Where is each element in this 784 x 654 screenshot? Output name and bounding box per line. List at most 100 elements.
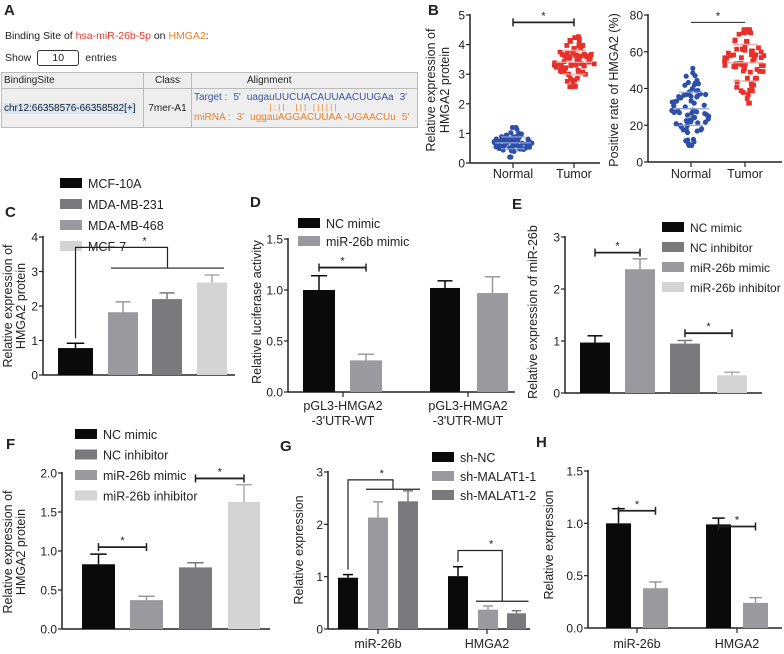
mirna-link[interactable]: hsa-miR-26b-5p	[75, 30, 151, 42]
data-point	[747, 87, 753, 93]
mirna-5prime: 5'	[401, 112, 410, 123]
show-label: Show	[5, 52, 32, 64]
x-tick-label: HMGA2	[465, 637, 510, 651]
legend-swatch	[75, 490, 97, 501]
legend-label: MDA-MB-231	[88, 198, 164, 212]
legend-swatch	[75, 449, 97, 460]
data-point	[588, 51, 594, 57]
y-axis-label: Relative expression of	[1, 244, 15, 368]
data-point	[739, 62, 745, 68]
data-point	[674, 98, 680, 104]
data-point	[751, 82, 756, 88]
binding-site-cell[interactable]: chr12:66358576-66358582[+]	[4, 102, 136, 114]
data-point	[683, 73, 689, 79]
data-point	[558, 68, 563, 74]
data-point	[564, 43, 570, 48]
pairing-row: | : | | | | | | | | | | |	[256, 103, 337, 112]
data-point	[563, 65, 569, 71]
bar	[478, 609, 498, 629]
x-tick-label: Normal	[493, 167, 533, 181]
data-point	[688, 98, 694, 104]
bar	[625, 269, 655, 393]
y-tick-label: 2	[31, 300, 38, 314]
data-point	[741, 27, 747, 33]
data-point	[576, 34, 581, 40]
legend-swatch	[432, 471, 454, 481]
data-point	[691, 82, 698, 88]
legend-swatch	[662, 242, 684, 252]
data-point	[682, 82, 688, 88]
bar	[706, 524, 731, 628]
table-row: chr12:66358576-66358582[+] 7mer-A1 Targe…	[1, 88, 418, 128]
data-point	[526, 144, 533, 150]
data-point	[683, 138, 689, 144]
y-tick-label: 1	[458, 127, 465, 141]
data-point	[744, 96, 750, 101]
data-point	[690, 136, 696, 142]
data-point	[500, 143, 506, 149]
data-point	[758, 49, 764, 55]
data-point	[742, 62, 748, 67]
y-tick-label: 4	[458, 38, 465, 52]
x-tick-label: -3'UTR-WT	[312, 414, 375, 428]
data-point	[722, 55, 728, 61]
y-tick-label: 2.0	[40, 467, 57, 481]
y-tick-label: 2	[553, 283, 560, 297]
data-point	[587, 55, 593, 61]
header-alignment[interactable]: Alignment	[191, 72, 418, 89]
chart-g: 0 1 2 3 Relative expression miR-26b HMGA2 sh-NC…	[292, 451, 536, 651]
chart-b1: 0 1 2 3 4 5 Relative expression of HMGA2 protei…	[424, 9, 600, 181]
data-point	[683, 126, 689, 132]
legend-swatch	[60, 178, 82, 188]
y-tick-label: 0	[31, 369, 38, 383]
data-point	[559, 52, 565, 57]
data-point	[701, 102, 707, 108]
data-point	[568, 63, 574, 68]
entries-select[interactable]: 10	[37, 50, 80, 66]
panel-a: A Binding Site of hsa-miR-26b-5p on HMGA…	[0, 0, 420, 140]
significance-star: *	[716, 10, 721, 22]
x-tick-label: Tumor	[556, 167, 592, 181]
bar	[477, 293, 508, 392]
data-point	[744, 29, 750, 35]
y-tick-label: 1.5	[566, 465, 583, 479]
chart-c: 0 1 2 3 4 Relative expression of HMGA2 protein…	[1, 177, 235, 383]
data-point	[756, 45, 761, 51]
panel-label-b: B	[428, 2, 439, 19]
data-point	[702, 110, 708, 117]
data-point	[684, 118, 690, 125]
data-point	[580, 69, 586, 75]
legend-swatch	[662, 262, 684, 272]
significance-star: *	[489, 539, 494, 551]
data-point	[517, 143, 524, 149]
y-axis-label: Relative expression of	[1, 490, 15, 614]
gene-link[interactable]: HMGA2	[168, 30, 206, 42]
y-axis-label: Relative luciferase activity	[250, 239, 264, 384]
y-tick-label: 0	[316, 623, 323, 637]
y-tick-label: 2	[458, 97, 465, 111]
legend-swatch	[60, 199, 82, 209]
y-tick-label: 3	[458, 68, 465, 82]
bar	[398, 501, 418, 629]
data-point	[586, 59, 592, 64]
y-axis-label: HMGA2 protein	[14, 509, 28, 595]
significance-star: *	[541, 10, 546, 22]
target-sequence: uagauUUCUACAUUAACUUGAa	[246, 92, 394, 103]
data-point	[684, 112, 691, 118]
bar	[448, 576, 468, 629]
legend-swatch	[60, 241, 82, 251]
y-tick-label: 4	[31, 231, 38, 245]
bar	[58, 348, 93, 375]
data-point	[732, 38, 738, 44]
data-point	[523, 141, 529, 147]
data-point	[571, 46, 577, 51]
data-point	[503, 137, 510, 143]
y-tick-label: 1	[31, 334, 38, 348]
data-point	[734, 46, 740, 52]
data-point	[742, 43, 748, 49]
panel-label-g: G	[280, 438, 292, 455]
x-tick-label: Tumor	[727, 167, 763, 181]
data-point	[584, 54, 590, 60]
data-point	[682, 104, 688, 110]
